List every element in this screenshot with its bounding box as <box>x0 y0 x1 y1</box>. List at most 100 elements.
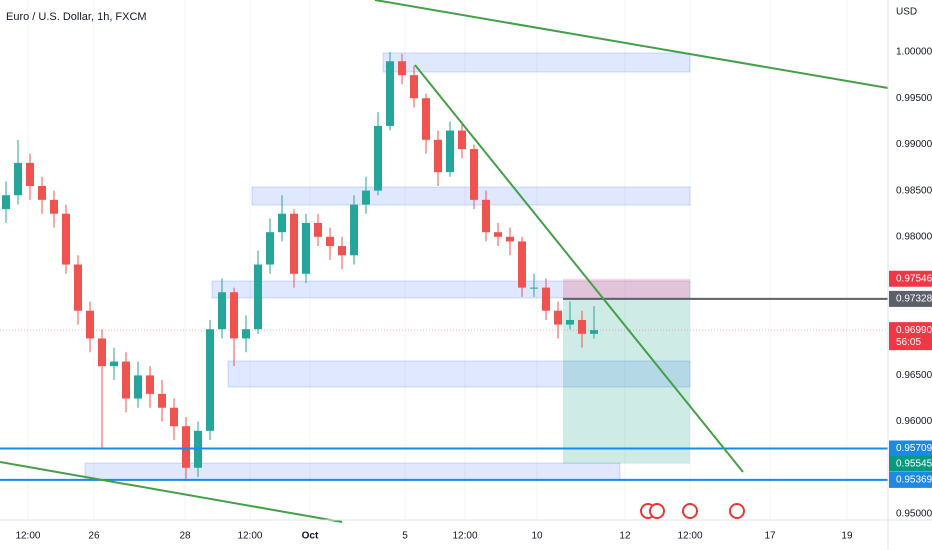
price-label-box <box>889 440 932 457</box>
candle-body <box>110 361 118 367</box>
price-label-box <box>889 290 932 307</box>
candle-body <box>554 310 562 325</box>
candle-body <box>410 75 418 99</box>
candle-body <box>50 199 58 214</box>
candle-body <box>350 204 358 256</box>
x-tick-label: 12:00 <box>677 531 702 542</box>
candle-body <box>2 195 10 210</box>
candle-body <box>254 264 262 330</box>
chart-title: Euro / U.S. Dollar, 1h, FXCM <box>6 11 147 23</box>
x-tick-label: 28 <box>179 531 191 542</box>
candle-body <box>578 319 586 334</box>
price-label: 0.97328 <box>896 294 932 305</box>
y-tick-label: 0.96000 <box>896 416 932 427</box>
candle-body <box>314 222 322 237</box>
axes: 0.950000.955000.960000.965000.970000.975… <box>15 47 932 542</box>
x-tick-label: 19 <box>841 531 853 542</box>
candle-body <box>158 393 166 408</box>
trend-lines <box>0 0 889 523</box>
candle-body <box>386 61 394 126</box>
y-tick-label: 0.98000 <box>896 231 932 242</box>
grid <box>27 0 848 520</box>
currency-label: USD <box>896 7 917 18</box>
candle-body <box>182 426 190 468</box>
candle-body <box>338 246 346 256</box>
price-label: 0.96990 <box>896 325 932 336</box>
candle-body <box>290 213 298 274</box>
candle-body <box>98 338 106 367</box>
candle-body <box>242 329 250 339</box>
x-tick-label: 12:00 <box>452 531 477 542</box>
price-label-box <box>889 270 932 287</box>
y-tick-label: 0.98500 <box>896 185 932 196</box>
candle-body <box>278 213 286 233</box>
event-icon <box>729 503 745 519</box>
countdown-label: 56:05 <box>896 337 921 348</box>
candle-body <box>230 292 238 339</box>
levels <box>0 329 888 481</box>
x-tick-label: 5 <box>402 531 408 542</box>
trend-line <box>0 461 343 523</box>
candle-body <box>26 162 34 186</box>
candle-body <box>374 125 382 191</box>
y-tick-label: 0.99500 <box>896 93 932 104</box>
x-tick-label: 17 <box>764 531 776 542</box>
candle-body <box>590 330 598 334</box>
trend-line <box>414 64 744 473</box>
candle-body <box>362 190 370 205</box>
candles <box>2 52 598 480</box>
y-tick-label: 0.99000 <box>896 139 932 150</box>
zone <box>382 52 691 73</box>
zone <box>211 280 691 299</box>
candle-body <box>530 287 538 289</box>
candle-body <box>518 241 526 288</box>
candle-body <box>446 130 454 173</box>
price-label: 0.97546 <box>896 273 932 284</box>
price-label-box <box>889 471 932 488</box>
candle-body <box>542 287 550 311</box>
stop-zone <box>563 278 690 299</box>
candle-body <box>218 292 226 330</box>
candle-body <box>458 130 466 150</box>
candle-body <box>482 199 490 233</box>
y-tick-label: 0.95000 <box>896 509 932 520</box>
candle-body <box>494 232 502 237</box>
candle-body <box>122 361 130 399</box>
zone <box>227 360 691 388</box>
candle-body <box>206 329 214 431</box>
price-label-box <box>889 455 932 472</box>
candle-body <box>170 407 178 427</box>
candle-body <box>14 162 22 196</box>
x-tick-label: 12 <box>619 531 631 542</box>
candle-body <box>326 236 334 247</box>
x-tick-label: 12:00 <box>237 531 262 542</box>
candle-body <box>302 222 310 274</box>
event-icon <box>682 503 698 519</box>
events <box>640 503 745 519</box>
x-tick-label: 10 <box>531 531 543 542</box>
price-label-box <box>889 322 932 351</box>
candle-body <box>266 232 274 265</box>
candle-body <box>398 61 406 76</box>
x-tick-label: 26 <box>88 531 100 542</box>
candle-body <box>470 149 478 200</box>
candle-body <box>38 185 46 200</box>
price-label: 0.95369 <box>896 475 932 486</box>
x-tick-label: Oct <box>302 531 319 542</box>
x-tick-label: 12:00 <box>15 531 40 542</box>
candle-body <box>86 310 94 339</box>
candle-body <box>566 319 574 325</box>
candle-body <box>506 236 514 242</box>
candle-body <box>146 375 154 394</box>
candle-body <box>434 139 442 173</box>
price-label: 0.95545 <box>896 458 932 469</box>
event-icon <box>649 503 665 519</box>
y-tick-label: 1.00000 <box>896 47 932 58</box>
y-tick-label: 0.96500 <box>896 370 932 381</box>
price-label: 0.95709 <box>896 443 932 454</box>
candle-body <box>422 98 430 140</box>
candle-body <box>62 213 70 265</box>
candle-body <box>74 264 82 311</box>
